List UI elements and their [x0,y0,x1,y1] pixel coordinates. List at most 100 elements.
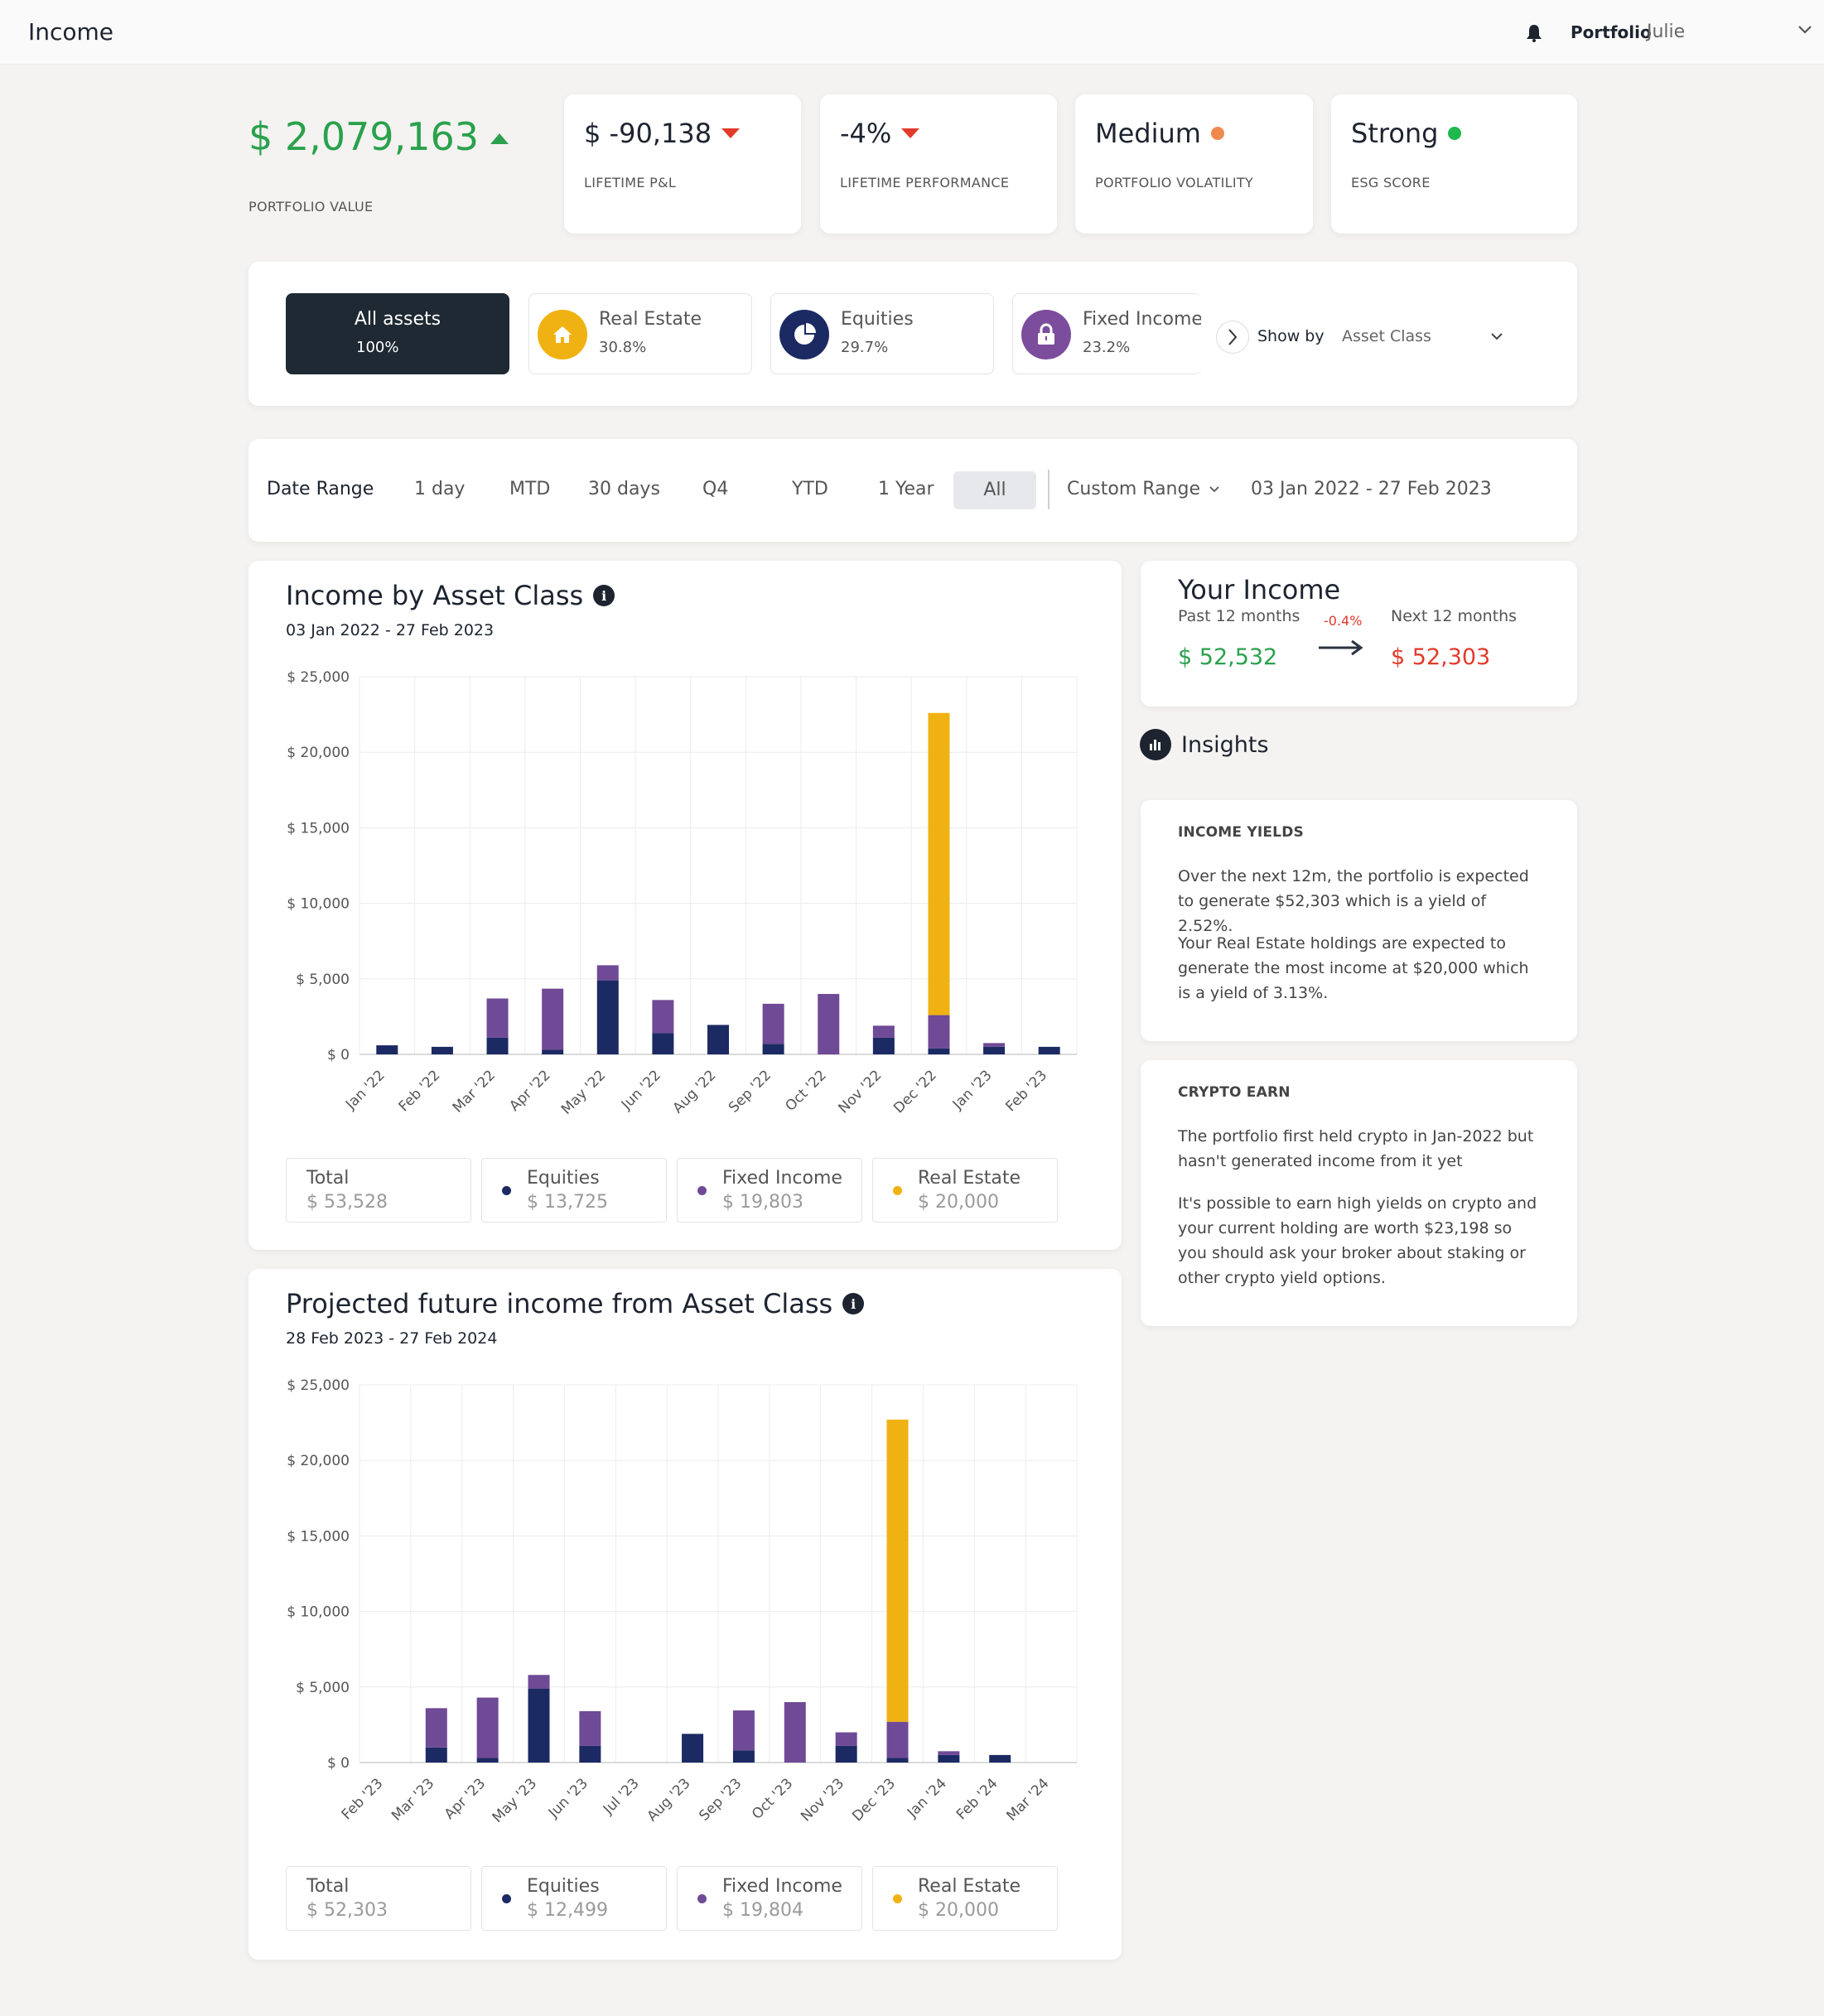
bar-segment-fixed-income[interactable] [835,1732,857,1746]
x-tick-label: Jan '22 [342,1067,388,1113]
info-icon[interactable]: i [593,585,615,606]
bar-segment-equities[interactable] [528,1688,550,1763]
date-option-1-year[interactable]: 1 Year [878,479,934,499]
volatility-dot-icon [1210,127,1224,140]
bar-segment-equities[interactable] [886,1758,909,1763]
bar-segment-equities[interactable] [376,1045,398,1054]
bar-segment-equities[interactable] [1038,1046,1060,1054]
kpi-label: LIFETIME P&L [584,175,677,191]
bar-segment-fixed-income[interactable] [818,994,840,1054]
insight-paragraph: It's possible to earn high yields on cry… [1178,1194,1537,1287]
bar-segment-fixed-income[interactable] [528,1675,550,1689]
bar-chart-icon [1140,729,1171,760]
chevron-down-icon[interactable] [1491,333,1503,341]
asset-tile-real-estate[interactable]: Real Estate 30.8% [528,293,752,374]
projection-chart-title: Projected future income from Asset Class [286,1288,833,1319]
x-tick-label: Sep '23 [696,1775,745,1824]
legend-value: $ 53,528 [306,1192,388,1213]
date-range-label: Date Range [267,479,374,499]
show-by-select[interactable]: Asset Class [1342,327,1431,345]
bar-segment-equities[interactable] [652,1033,674,1054]
date-option-30-days[interactable]: 30 days [588,479,660,499]
bar-segment-fixed-income[interactable] [542,988,564,1050]
chevron-right-icon [1228,329,1238,345]
asset-tile-equities[interactable]: Equities 29.7% [770,293,994,374]
top-bar: Income Portfolio Julie [0,0,1824,65]
x-tick-label: Feb '23 [339,1775,387,1823]
date-option-all[interactable]: All [953,471,1036,509]
legend-real-estate: Real Estate $ 20,000 [872,1866,1058,1931]
bar-segment-equities[interactable] [928,1048,950,1054]
legend-total: Total $ 53,528 [286,1158,471,1223]
bar-segment-equities[interactable] [872,1037,895,1054]
bar-segment-fixed-income[interactable] [425,1708,447,1748]
bar-segment-equities[interactable] [476,1758,499,1763]
insight-paragraph: Over the next 12m, the portfolio is expe… [1178,867,1529,935]
bar-segment-equities[interactable] [989,1754,1011,1763]
user-name[interactable]: Julie [1647,22,1686,42]
legend-name: Total [306,1168,350,1189]
bar-segment-equities[interactable] [707,1025,729,1054]
info-icon[interactable]: i [842,1293,865,1314]
x-tick-label: Jun '22 [618,1067,664,1113]
bar-segment-equities[interactable] [938,1754,960,1763]
bar-segment-equities[interactable] [762,1044,784,1054]
bar-segment-equities[interactable] [542,1049,564,1054]
bar-segment-equities[interactable] [486,1037,509,1054]
date-option-ytd[interactable]: YTD [792,479,828,499]
bar-segment-fixed-income[interactable] [784,1702,806,1763]
bar-segment-fixed-income[interactable] [928,1015,950,1049]
legend-value: $ 20,000 [918,1192,999,1213]
x-tick-label: Feb '24 [953,1775,1001,1823]
bar-segment-fixed-income[interactable] [486,998,509,1038]
asset-tile-all[interactable]: All assets 100% [286,293,509,374]
bar-segment-equities[interactable] [596,980,619,1054]
custom-range-dropdown[interactable]: Custom Range [1067,479,1219,499]
chevron-down-icon[interactable] [1797,25,1812,35]
date-option-mtd[interactable]: MTD [509,479,551,499]
bar-segment-fixed-income[interactable] [476,1697,499,1758]
x-tick-label: Jul '23 [600,1775,643,1818]
income-chart-card [249,561,1122,1250]
bar-segment-equities[interactable] [425,1747,447,1763]
bar-segment-fixed-income[interactable] [762,1003,784,1044]
pie-chart-icon [779,310,829,359]
legend-name: Fixed Income [722,1876,842,1897]
bar-segment-equities[interactable] [579,1745,601,1763]
bar-segment-fixed-income[interactable] [732,1710,755,1751]
legend-value: $ 12,499 [527,1900,608,1921]
bar-segment-equities[interactable] [983,1046,1006,1054]
kpi-label: ESG SCORE [1351,175,1431,191]
legend-value: $ 19,804 [722,1900,803,1921]
your-income-card [1141,561,1577,707]
bar-segment-real-estate[interactable] [928,712,950,1015]
date-option-q4[interactable]: Q4 [702,479,729,499]
bar-segment-equities[interactable] [682,1734,704,1763]
show-by-label: Show by [1257,327,1325,345]
bar-segment-equities[interactable] [431,1046,453,1054]
arrow-right-icon [1319,639,1363,656]
scroll-right-button[interactable] [1216,321,1249,354]
kpi-card-volatility: Medium PORTFOLIO VOLATILITY [1075,94,1313,234]
bar-segment-equities[interactable] [835,1745,857,1763]
portfolio-value: $ 2,079,163 [249,114,509,159]
bell-icon[interactable] [1526,24,1542,42]
date-option-1-day[interactable]: 1 day [414,479,466,499]
date-range-value[interactable]: 03 Jan 2022 - 27 Feb 2023 [1251,479,1492,499]
bar-segment-fixed-income[interactable] [579,1710,601,1746]
bar-segment-equities[interactable] [732,1750,755,1763]
asset-tile-fixed-income[interactable]: Fixed Income 23.2% [1012,293,1201,374]
legend-fixed-income: Fixed Income $ 19,803 [677,1158,862,1223]
bar-segment-fixed-income[interactable] [938,1751,960,1755]
bar-segment-fixed-income[interactable] [886,1721,909,1758]
bar-segment-fixed-income[interactable] [596,965,619,981]
bar-segment-fixed-income[interactable] [652,1000,674,1034]
bar-segment-fixed-income[interactable] [872,1025,895,1038]
bar-segment-fixed-income[interactable] [983,1043,1006,1047]
x-tick-label: Apr '23 [442,1775,489,1822]
down-arrow-icon [721,128,741,138]
insight-heading: INCOME YIELDS [1178,824,1304,841]
y-tick-label: $ 5,000 [296,1680,350,1696]
asset-name: Equities [841,309,914,330]
bar-segment-real-estate[interactable] [886,1419,909,1722]
